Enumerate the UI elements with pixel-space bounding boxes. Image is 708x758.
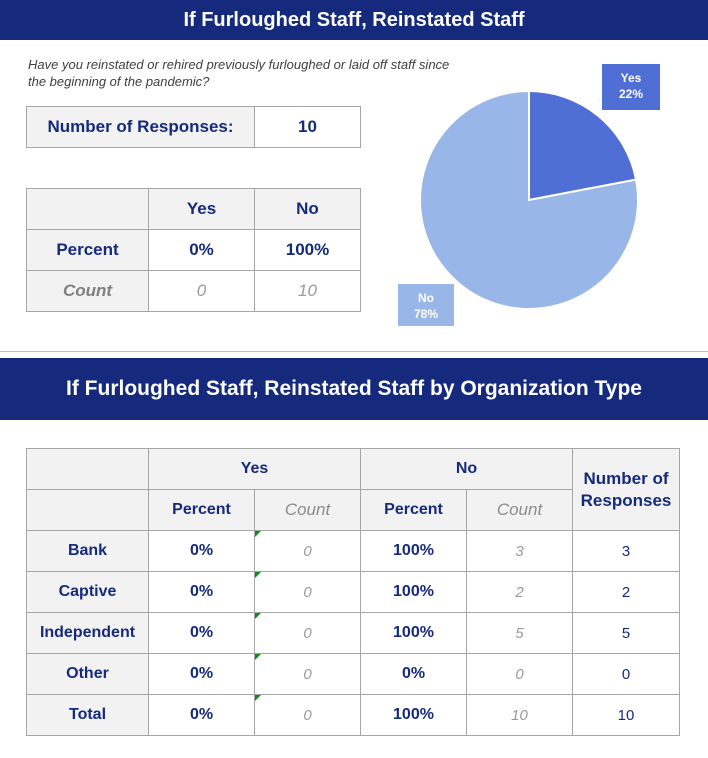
- org-responses: 5: [572, 612, 681, 654]
- org-yes-count: 0: [254, 571, 361, 613]
- summary-count-yes: 0: [148, 270, 255, 312]
- org-corner-bottom: [26, 489, 149, 531]
- pie-label-box: [602, 64, 660, 110]
- table-row: Independent 0% 0 100% 5 5: [26, 612, 681, 654]
- org-responses: 10: [572, 694, 681, 736]
- org-row-label: Independent: [26, 612, 149, 654]
- responses-table: Number of Responses: 10: [26, 106, 361, 148]
- pie-label-name: No: [418, 291, 434, 305]
- org-no-count: 5: [465, 612, 574, 654]
- org-subheader-no-percent: Percent: [360, 489, 467, 531]
- org-no-count: 0: [465, 653, 574, 695]
- summary-header-yes: Yes: [148, 188, 255, 230]
- org-yes-percent: 0%: [148, 612, 255, 654]
- summary-count-label: Count: [26, 270, 149, 312]
- org-yes-percent: 0%: [148, 653, 255, 695]
- org-no-count: 3: [465, 530, 574, 572]
- org-responses: 0: [572, 653, 681, 695]
- pie-label-yes: Yes 22%: [602, 64, 660, 110]
- summary-corner-cell: [26, 188, 149, 230]
- org-yes-count: 0: [254, 530, 361, 572]
- pie-label-box: [398, 284, 454, 326]
- table-row: Total 0% 0 100% 10 10: [26, 694, 681, 736]
- summary-header-no: No: [254, 188, 361, 230]
- table-row: Bank 0% 0 100% 3 3: [26, 530, 681, 572]
- org-no-count: 2: [465, 571, 574, 613]
- responses-label: Number of Responses:: [26, 106, 255, 148]
- org-responses: 3: [572, 530, 681, 572]
- org-yes-percent: 0%: [148, 694, 255, 736]
- org-subheader-no-count: Count: [465, 489, 574, 531]
- pie-label-name: Yes: [621, 71, 642, 85]
- org-yes-count: 0: [254, 653, 361, 695]
- summary-table: Yes No Percent 0% 100% Count 0 10: [26, 188, 361, 312]
- org-yes-count: 0: [254, 612, 361, 654]
- section-title: If Furloughed Staff, Reinstated Staff by…: [66, 377, 642, 400]
- pie-slice-no: [419, 89, 639, 310]
- org-no-percent: 100%: [360, 612, 467, 654]
- responses-value: 10: [254, 106, 361, 148]
- section-title-banner: If Furloughed Staff, Reinstated Staff: [0, 0, 708, 40]
- section-divider: [0, 351, 708, 352]
- page-title: If Furloughed Staff, Reinstated Staff: [183, 9, 525, 31]
- org-type-table: Yes No Number of Responses Percent Count…: [26, 448, 681, 736]
- org-no-count: 10: [465, 694, 574, 736]
- org-subheader-yes-percent: Percent: [148, 489, 255, 531]
- org-no-percent: 100%: [360, 571, 467, 613]
- summary-count-no: 10: [254, 270, 361, 312]
- pie-label-value: 22%: [619, 87, 643, 101]
- summary-percent-yes: 0%: [148, 229, 255, 271]
- pie-chart: Yes 22% No 78%: [398, 64, 660, 326]
- org-row-label: Bank: [26, 530, 149, 572]
- org-header-responses: Number of Responses: [572, 448, 681, 531]
- org-row-label: Other: [26, 653, 149, 695]
- org-yes-percent: 0%: [148, 530, 255, 572]
- table-row: Other 0% 0 0% 0 0: [26, 653, 681, 695]
- org-no-percent: 100%: [360, 694, 467, 736]
- org-yes-percent: 0%: [148, 571, 255, 613]
- survey-question: Have you reinstated or rehired previousl…: [28, 57, 450, 89]
- section-title-banner-2: If Furloughed Staff, Reinstated Staff by…: [0, 358, 708, 420]
- org-no-percent: 100%: [360, 530, 467, 572]
- table-row: Captive 0% 0 100% 2 2: [26, 571, 681, 613]
- org-group-header-yes: Yes: [148, 448, 361, 490]
- org-group-header-no: No: [359, 448, 574, 490]
- summary-percent-label: Percent: [26, 229, 149, 271]
- org-responses: 2: [572, 571, 681, 613]
- pie-slice-yes: [528, 89, 638, 202]
- pie-label-no: No 78%: [398, 284, 454, 326]
- org-corner-top: [26, 448, 149, 490]
- org-subheader-yes-count: Count: [254, 489, 361, 531]
- org-row-label: Total: [26, 694, 149, 736]
- org-row-label: Captive: [26, 571, 149, 613]
- pie-label-value: 78%: [414, 307, 438, 321]
- org-yes-count: 0: [254, 694, 361, 736]
- summary-percent-no: 100%: [254, 229, 361, 271]
- org-no-percent: 0%: [360, 653, 467, 695]
